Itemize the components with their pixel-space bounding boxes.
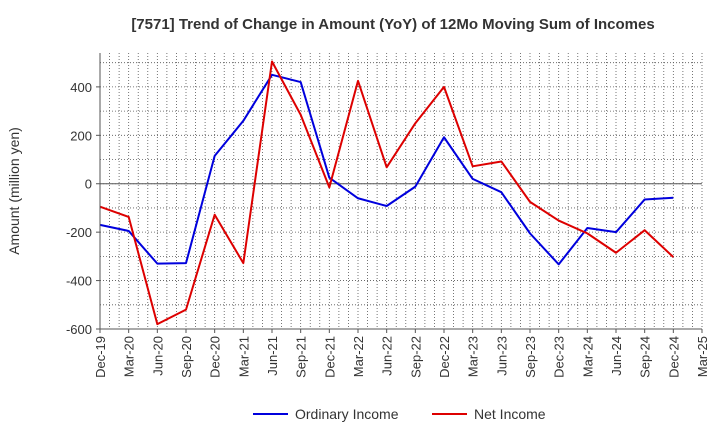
x-tick-label: Sep-20 — [179, 336, 194, 378]
x-tick-label: Dec-20 — [208, 336, 223, 378]
x-tick-label: Jun-20 — [150, 336, 165, 376]
x-tick-label: Dec-19 — [93, 336, 108, 378]
x-tick-label: Dec-23 — [552, 336, 567, 378]
x-tick-label: Mar-24 — [580, 336, 595, 377]
grid-lines — [99, 53, 703, 330]
x-tick-label: Dec-21 — [322, 336, 337, 378]
x-tick-label: Jun-22 — [380, 336, 395, 376]
x-tick-label: Mar-21 — [236, 336, 251, 377]
y-tick-label: -200 — [66, 225, 92, 240]
legend: Ordinary Income Net Income — [253, 406, 546, 422]
y-tick-label: 200 — [70, 128, 92, 143]
plot-frame — [99, 53, 702, 330]
x-tick-label: Dec-24 — [666, 336, 681, 378]
series-lines — [99, 60, 675, 326]
x-tick-label: Sep-23 — [523, 336, 538, 378]
x-tick-label: Mar-25 — [695, 336, 710, 377]
y-tick-label: 0 — [85, 177, 92, 192]
series-line-0 — [99, 73, 674, 266]
x-tick-label: Jun-24 — [609, 336, 624, 376]
chart-title: [7571] Trend of Change in Amount (YoY) o… — [131, 16, 654, 33]
x-tick-label: Sep-22 — [408, 336, 423, 378]
x-tick-label: Jun-21 — [265, 336, 280, 376]
series-line-1 — [99, 60, 675, 326]
x-tick-label: Sep-24 — [638, 336, 653, 378]
x-tick-label: Mar-23 — [466, 336, 481, 377]
y-tick-label: -600 — [66, 322, 92, 337]
legend-label-0: Ordinary Income — [295, 406, 399, 422]
y-axis-ticks: -600 -400 -200 0 200 400 — [66, 80, 100, 337]
x-tick-label: Mar-22 — [351, 336, 366, 377]
x-tick-label: Sep-21 — [294, 336, 309, 378]
x-tick-label: Dec-22 — [437, 336, 452, 378]
y-tick-label: 400 — [70, 80, 92, 95]
x-tick-label: Jun-23 — [494, 336, 509, 376]
x-tick-label: Mar-20 — [122, 336, 137, 377]
y-axis-label: Amount (million yen) — [6, 127, 22, 255]
legend-label-1: Net Income — [474, 406, 546, 422]
x-axis-ticks: Dec-19 Mar-20 Jun-20 Sep-20 Dec-20 Mar-21 Jun-… — [93, 329, 710, 378]
y-tick-label: -400 — [66, 274, 92, 289]
